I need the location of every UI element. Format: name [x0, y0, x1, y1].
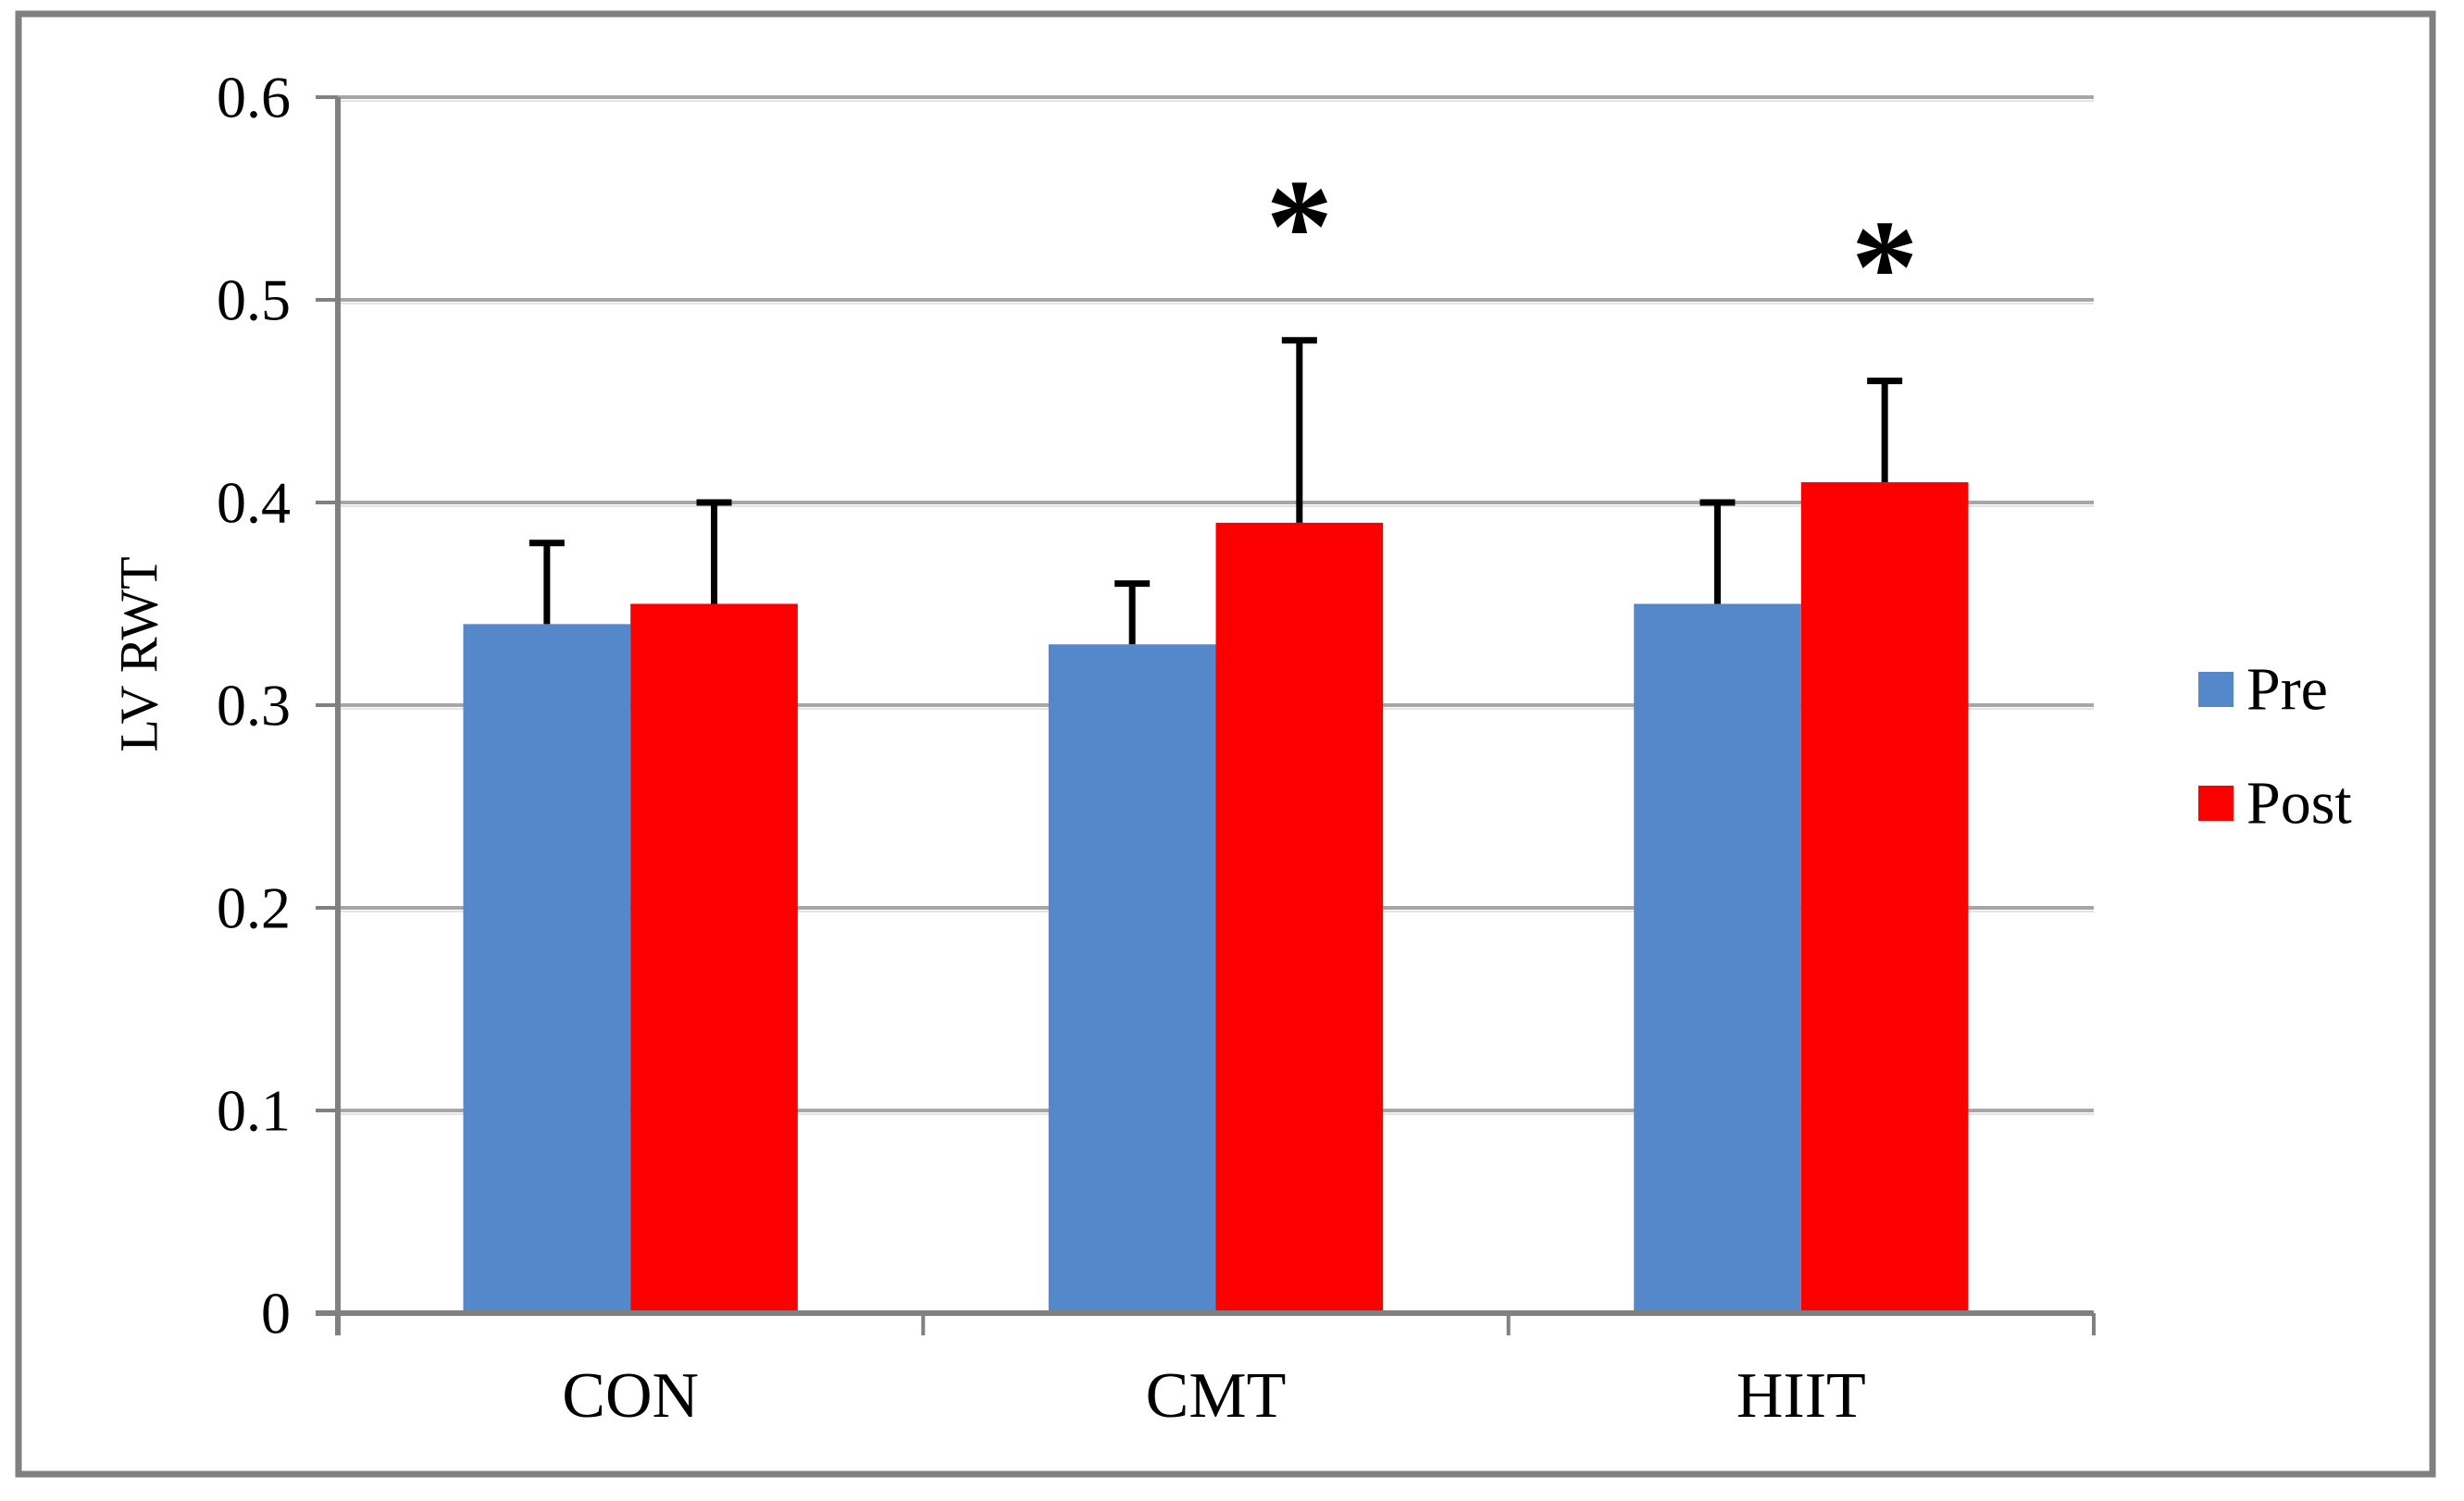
y-tick-label-0.4: 0.4 — [217, 470, 291, 536]
bar-cmt-post — [1215, 522, 1384, 1313]
bar-cmt-pre — [1048, 644, 1216, 1313]
bar-hiit-pre — [1634, 603, 1801, 1313]
y-tick-label-0: 0 — [261, 1281, 291, 1346]
significance-marker-hiit: * — [1851, 193, 1919, 341]
y-tick-label-0.5: 0.5 — [217, 267, 291, 333]
y-tick-label-0.3: 0.3 — [217, 673, 291, 738]
legend-label-pre: Pre — [2246, 656, 2328, 724]
bar-con-pre — [463, 624, 631, 1313]
significance-marker-cmt: * — [1266, 153, 1334, 301]
bar-hiit-post — [1800, 482, 1969, 1313]
y-axis-title: LV RWT — [109, 556, 169, 751]
category-label-cmt: CMT — [1146, 1360, 1287, 1432]
category-label-con: CON — [562, 1360, 699, 1432]
legend-label-post: Post — [2246, 770, 2352, 837]
y-tick-label-0.6: 0.6 — [217, 65, 291, 130]
y-tick-label-0.2: 0.2 — [217, 875, 291, 941]
legend-swatch-pre — [2198, 672, 2234, 707]
y-tick-label-0.1: 0.1 — [217, 1078, 291, 1144]
category-label-hiit: HIIT — [1736, 1360, 1866, 1432]
bar-con-post — [630, 603, 798, 1313]
legend-swatch-post — [2198, 786, 2234, 821]
figure-border — [15, 10, 2436, 1478]
